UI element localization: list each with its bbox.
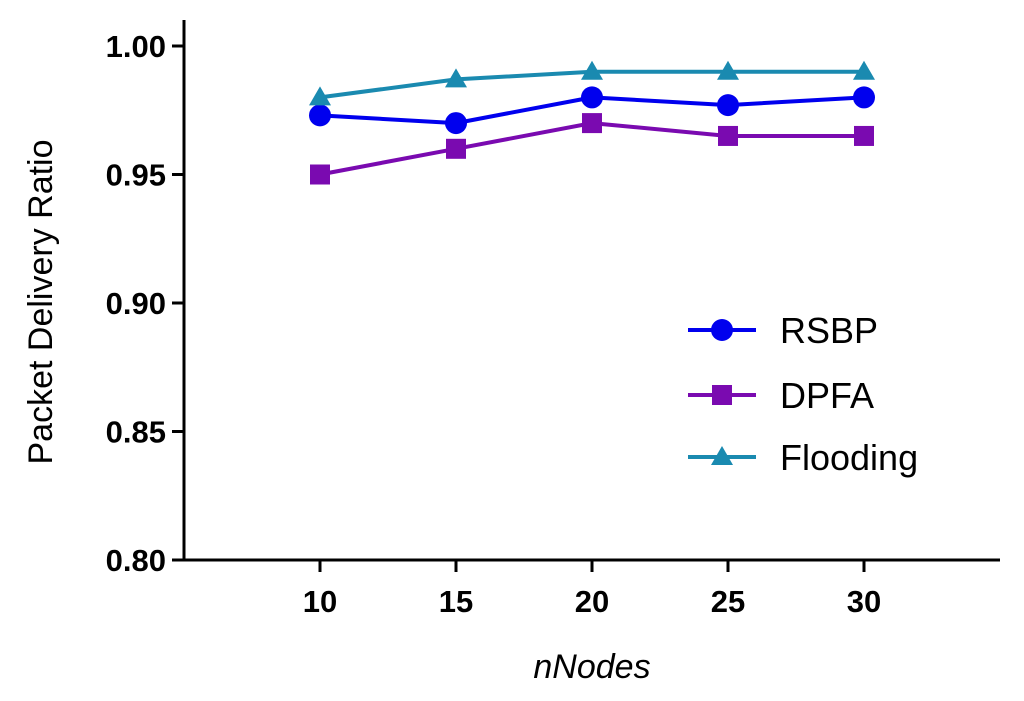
x-tick-label: 20 <box>575 584 609 619</box>
legend-marker-rsbp <box>711 319 733 341</box>
point-flooding <box>445 68 467 88</box>
point-dpfa <box>718 125 738 146</box>
legend-label-flooding: Flooding <box>780 437 918 478</box>
series <box>309 60 875 185</box>
x-tick-label: 15 <box>439 584 473 619</box>
x-axis-title: nNodes <box>533 648 650 686</box>
legend: RSBP DPFA Flooding <box>688 310 918 478</box>
point-rsbp <box>309 104 331 127</box>
point-flooding <box>717 60 739 80</box>
x-tick-label: 30 <box>847 584 881 619</box>
legend-label-dpfa: DPFA <box>780 375 874 416</box>
y-tick-label: 0.80 <box>106 543 166 578</box>
point-dpfa <box>310 164 330 185</box>
legend-marker-dpfa <box>712 385 732 405</box>
point-flooding <box>853 60 875 80</box>
legend-item-dpfa: DPFA <box>688 375 874 416</box>
point-dpfa <box>582 113 602 134</box>
x-tick-label: 25 <box>711 584 745 619</box>
y-tick-label: 0.90 <box>106 286 166 321</box>
point-flooding <box>581 60 603 80</box>
y-axis-title: Packet Delivery Ratio <box>22 139 60 464</box>
point-dpfa <box>854 125 874 146</box>
y-tick-label: 0.95 <box>106 158 166 193</box>
y-tick-label: 1.00 <box>106 29 166 64</box>
legend-label-rsbp: RSBP <box>780 310 878 351</box>
x-tick-label: 10 <box>303 584 337 619</box>
y-ticks: 0.80 0.85 0.90 0.95 1.00 <box>106 29 184 578</box>
point-flooding <box>309 86 331 106</box>
point-rsbp <box>853 86 875 109</box>
point-rsbp <box>717 94 739 117</box>
legend-item-rsbp: RSBP <box>688 310 878 351</box>
y-tick-label: 0.85 <box>106 415 166 450</box>
legend-item-flooding: Flooding <box>688 437 918 478</box>
series-rsbp <box>309 86 875 135</box>
series-dpfa <box>310 113 874 185</box>
point-rsbp <box>445 112 467 135</box>
point-dpfa <box>446 138 466 159</box>
point-rsbp <box>581 86 603 109</box>
x-ticks: 10 15 20 25 30 <box>303 560 881 619</box>
series-flooding <box>309 60 875 106</box>
legend-marker-flooding <box>711 446 733 465</box>
